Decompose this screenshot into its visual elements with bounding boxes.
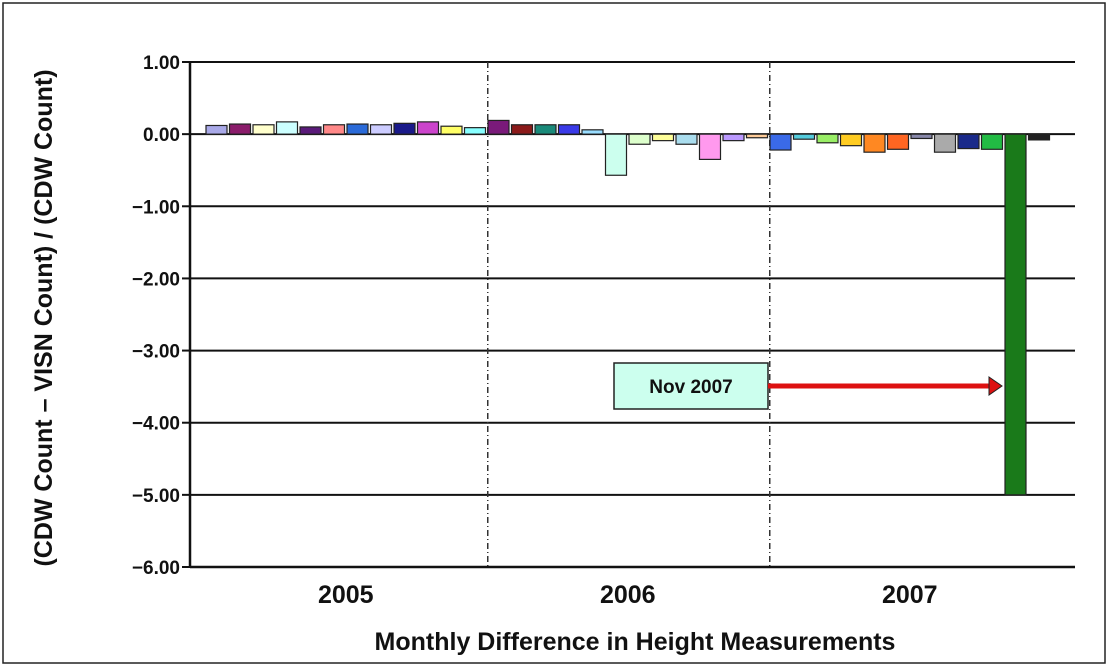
bar	[534, 124, 557, 135]
bar	[698, 133, 722, 160]
bar	[557, 124, 581, 135]
callout-arrow-head	[988, 376, 1003, 396]
bar	[369, 124, 393, 135]
bars	[205, 119, 1051, 496]
bar	[792, 133, 816, 140]
bar	[863, 133, 886, 153]
y-tick-label: 1.00	[143, 53, 180, 74]
bar	[510, 124, 534, 135]
bar	[416, 121, 440, 135]
bar	[675, 133, 698, 145]
bar	[769, 133, 792, 151]
bar	[839, 133, 863, 147]
y-tick-label: −6.00	[132, 558, 180, 579]
y-tick-label: −2.00	[132, 269, 180, 290]
bar	[910, 133, 933, 140]
bar	[933, 133, 957, 153]
callout-box	[613, 362, 769, 410]
bar	[581, 129, 604, 135]
year-label: 2006	[600, 581, 656, 609]
bar	[816, 133, 839, 144]
bar	[252, 124, 275, 135]
year-label: 2005	[318, 581, 374, 609]
bar	[886, 133, 910, 150]
y-axis-title: (CDW Count – VISN Count) / (CDW Count)	[30, 69, 58, 566]
bar	[1004, 133, 1027, 496]
bar	[322, 124, 346, 135]
y-tick-label: −4.00	[132, 414, 180, 435]
axes	[188, 62, 1075, 569]
callout-label: Nov 2007	[649, 377, 732, 398]
bar	[275, 121, 299, 135]
y-tick-label: −3.00	[132, 342, 180, 363]
year-label: 2007	[882, 581, 938, 609]
bar	[651, 133, 675, 142]
bar	[228, 123, 252, 135]
bar	[604, 133, 628, 176]
bar	[346, 123, 369, 135]
y-tick-label: 0.00	[143, 125, 180, 146]
annotation-callout: Nov 2007	[613, 362, 1003, 410]
bar	[628, 133, 651, 145]
y-tick-labels: 1.00 0.00 −1.00 −2.00 −3.00 −4.00 −5.00 −6.00	[132, 53, 180, 579]
bar	[463, 127, 487, 135]
bar	[1027, 133, 1051, 141]
y-tick-label: −5.00	[132, 486, 180, 507]
year-labels: 2005 2006 2007	[318, 581, 938, 609]
bar	[487, 119, 510, 135]
bar	[745, 133, 769, 139]
bar	[980, 133, 1004, 150]
y-tick-label: −1.00	[132, 197, 180, 218]
bar	[722, 133, 745, 142]
bar	[393, 122, 416, 135]
bar	[957, 133, 980, 150]
x-axis-title: Monthly Difference in Height Measurement…	[375, 628, 896, 656]
bar	[299, 126, 322, 135]
gridlines	[182, 61, 1075, 568]
bar	[440, 125, 463, 135]
bar	[205, 124, 228, 135]
year-separators	[487, 62, 771, 567]
